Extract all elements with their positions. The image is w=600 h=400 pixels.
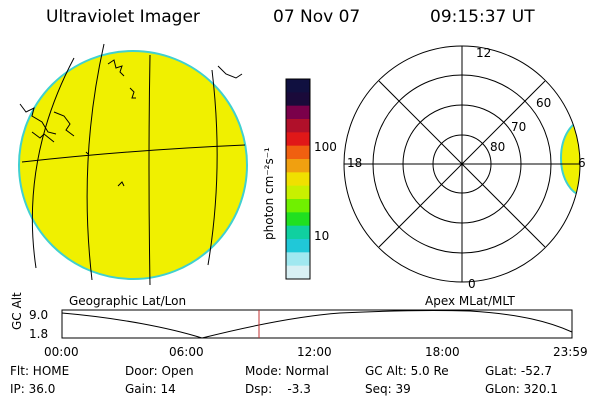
geo-graticule [21, 43, 246, 286]
info-seq: Seq: 39 [365, 382, 411, 396]
time-tick-0000: 00:00 [44, 345, 79, 359]
colorbar-band [286, 252, 310, 267]
colorbar-band [286, 239, 310, 253]
info-glon: GLon: 320.1 [485, 382, 558, 396]
colorbar-band [286, 199, 310, 213]
colorbar-band [286, 105, 310, 120]
colorbar [285, 78, 311, 280]
mlat-label-60: 60 [536, 96, 552, 110]
altitude-ytick-low: 1.8 [29, 327, 49, 341]
time-label: 09:15:37 UT [430, 7, 535, 27]
colorbar-border [285, 78, 311, 280]
geo-disk [18, 50, 248, 280]
mlat-label-70: 70 [511, 120, 527, 134]
colorbar-band [286, 185, 310, 200]
info-dsp: Dsp: -3.3 [245, 382, 311, 396]
mlt-label-0: 0 [468, 277, 476, 291]
time-tick-1200: 12:00 [297, 345, 332, 359]
mlt-label-12: 12 [476, 46, 492, 60]
colorbar-band [286, 159, 310, 173]
colorbar-band [286, 225, 310, 240]
altitude-ylabel: GC Alt [10, 292, 24, 330]
altitude-curve [61, 310, 573, 339]
date-label: 07 Nov 07 [273, 7, 361, 27]
time-tick-2359: 23:59 [553, 345, 588, 359]
colorbar-tick-100: 100 [314, 140, 337, 154]
instrument-title: Ultraviolet Imager [46, 7, 200, 27]
geo-panel-label: Geographic Lat/Lon [69, 294, 187, 308]
colorbar-band [286, 172, 310, 187]
time-tick-1800: 18:00 [425, 345, 460, 359]
colorbar-band [286, 132, 310, 147]
colorbar-band [286, 79, 310, 93]
colorbar-band [286, 92, 310, 107]
mlt-label-6: 6 [578, 156, 586, 170]
colorbar-band [286, 145, 310, 160]
altitude-ytick-high: 9.0 [29, 308, 49, 322]
colorbar-band [286, 265, 310, 280]
info-glat: GLat: -52.7 [485, 364, 552, 378]
colorbar-band [286, 119, 310, 133]
info-gain: Gain: 14 [125, 382, 176, 396]
mlt-label-18: 18 [347, 156, 363, 170]
time-tick-0600: 06:00 [169, 345, 204, 359]
apex-panel-label: Apex MLat/MLT [425, 294, 515, 308]
info-door: Door: Open [125, 364, 194, 378]
colorbar-tick-10: 10 [314, 229, 330, 243]
colorbar-band [286, 212, 310, 227]
colorbar-unit-label: photon cm⁻²s⁻¹ [262, 147, 276, 240]
info-gc-alt: GC Alt: 5.0 Re [365, 364, 449, 378]
info-ip: IP: 36.0 [10, 382, 56, 396]
info-mode: Mode: Normal [245, 364, 329, 378]
geo-coastlines [19, 59, 243, 187]
info-flt: Flt: HOME [10, 364, 70, 378]
mlat-label-80: 80 [490, 140, 506, 154]
